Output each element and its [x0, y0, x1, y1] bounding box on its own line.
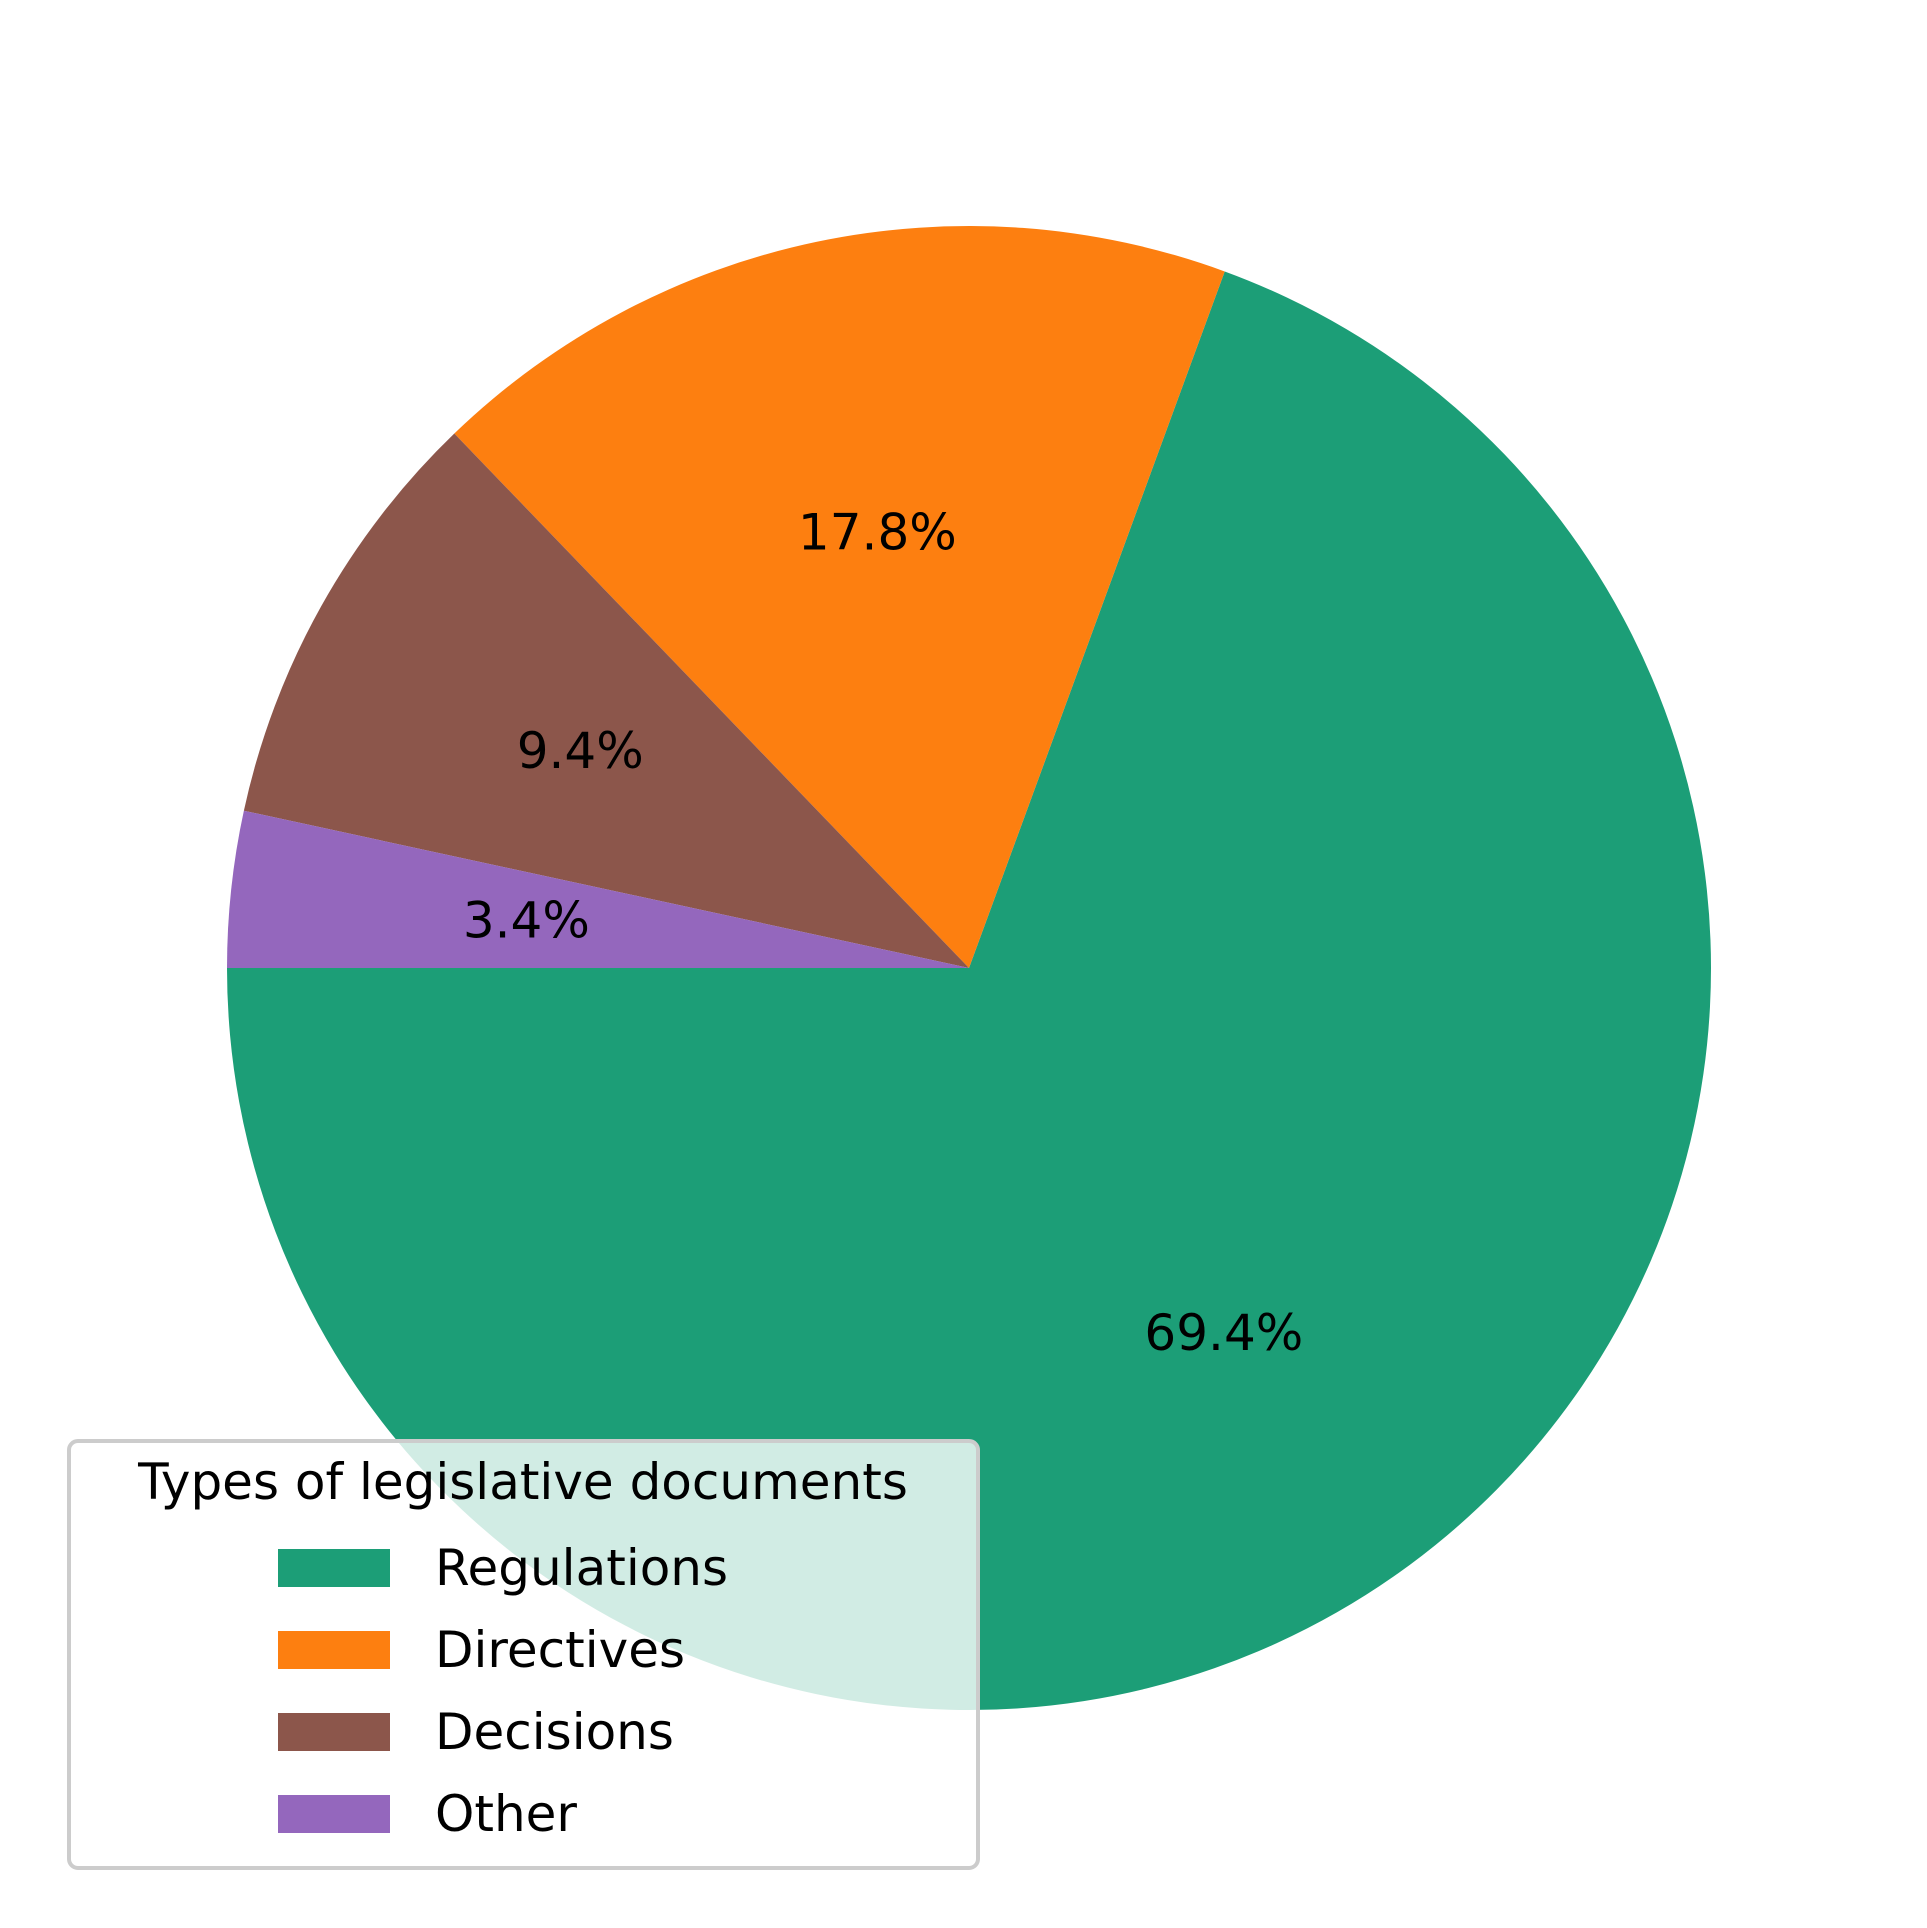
- legend-swatch-other: [278, 1795, 390, 1833]
- legend-frame: [67, 1439, 980, 1870]
- pct-label-decisions: 9.4%: [517, 722, 644, 780]
- slices-layer: [227, 225, 1711, 1710]
- pct-label-other: 3.4%: [463, 892, 590, 950]
- pie-slice-decisions: [243, 433, 969, 968]
- pct-label-regulations: 69.4%: [1144, 1304, 1303, 1362]
- legend-label-other: Other: [435, 1785, 577, 1843]
- legend-entries: Regulations Directives Decisions Other: [278, 1539, 728, 1843]
- pie-slice-regulations: [227, 271, 1711, 1710]
- legend-label-regulations: Regulations: [435, 1539, 728, 1597]
- pie-slice-other: [227, 810, 969, 968]
- pie-slice-directives: [454, 225, 1225, 969]
- pct-label-directives: 17.8%: [798, 503, 957, 561]
- legend-title: Types of legislative documents: [137, 1453, 908, 1511]
- legend-label-directives: Directives: [435, 1621, 685, 1679]
- legend-swatch-decisions: [278, 1713, 390, 1751]
- labels-layer: 69.4% 17.8% 9.4% 3.4%: [463, 503, 1303, 1362]
- legend: Types of legislative documents Regulatio…: [67, 1439, 980, 1870]
- legend-label-decisions: Decisions: [435, 1703, 674, 1761]
- legend-swatch-regulations: [278, 1549, 390, 1587]
- legend-swatch-directives: [278, 1631, 390, 1669]
